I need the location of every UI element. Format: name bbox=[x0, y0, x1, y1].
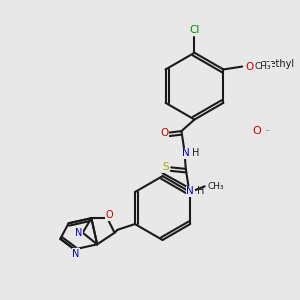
Text: N: N bbox=[182, 148, 190, 158]
Text: O: O bbox=[253, 126, 261, 136]
Text: N: N bbox=[76, 228, 83, 238]
Text: H: H bbox=[197, 186, 204, 196]
Text: N: N bbox=[72, 249, 80, 259]
Text: Cl: Cl bbox=[189, 26, 200, 35]
Text: CH₃: CH₃ bbox=[255, 62, 272, 71]
Text: O: O bbox=[160, 128, 168, 138]
Text: S: S bbox=[162, 162, 169, 172]
Text: O: O bbox=[106, 210, 113, 220]
Text: CH₃: CH₃ bbox=[208, 182, 224, 191]
Text: methyl: methyl bbox=[266, 130, 271, 131]
Text: methyl: methyl bbox=[261, 58, 295, 68]
Text: H: H bbox=[193, 148, 200, 158]
Text: N: N bbox=[186, 186, 194, 196]
Text: O: O bbox=[245, 61, 253, 71]
